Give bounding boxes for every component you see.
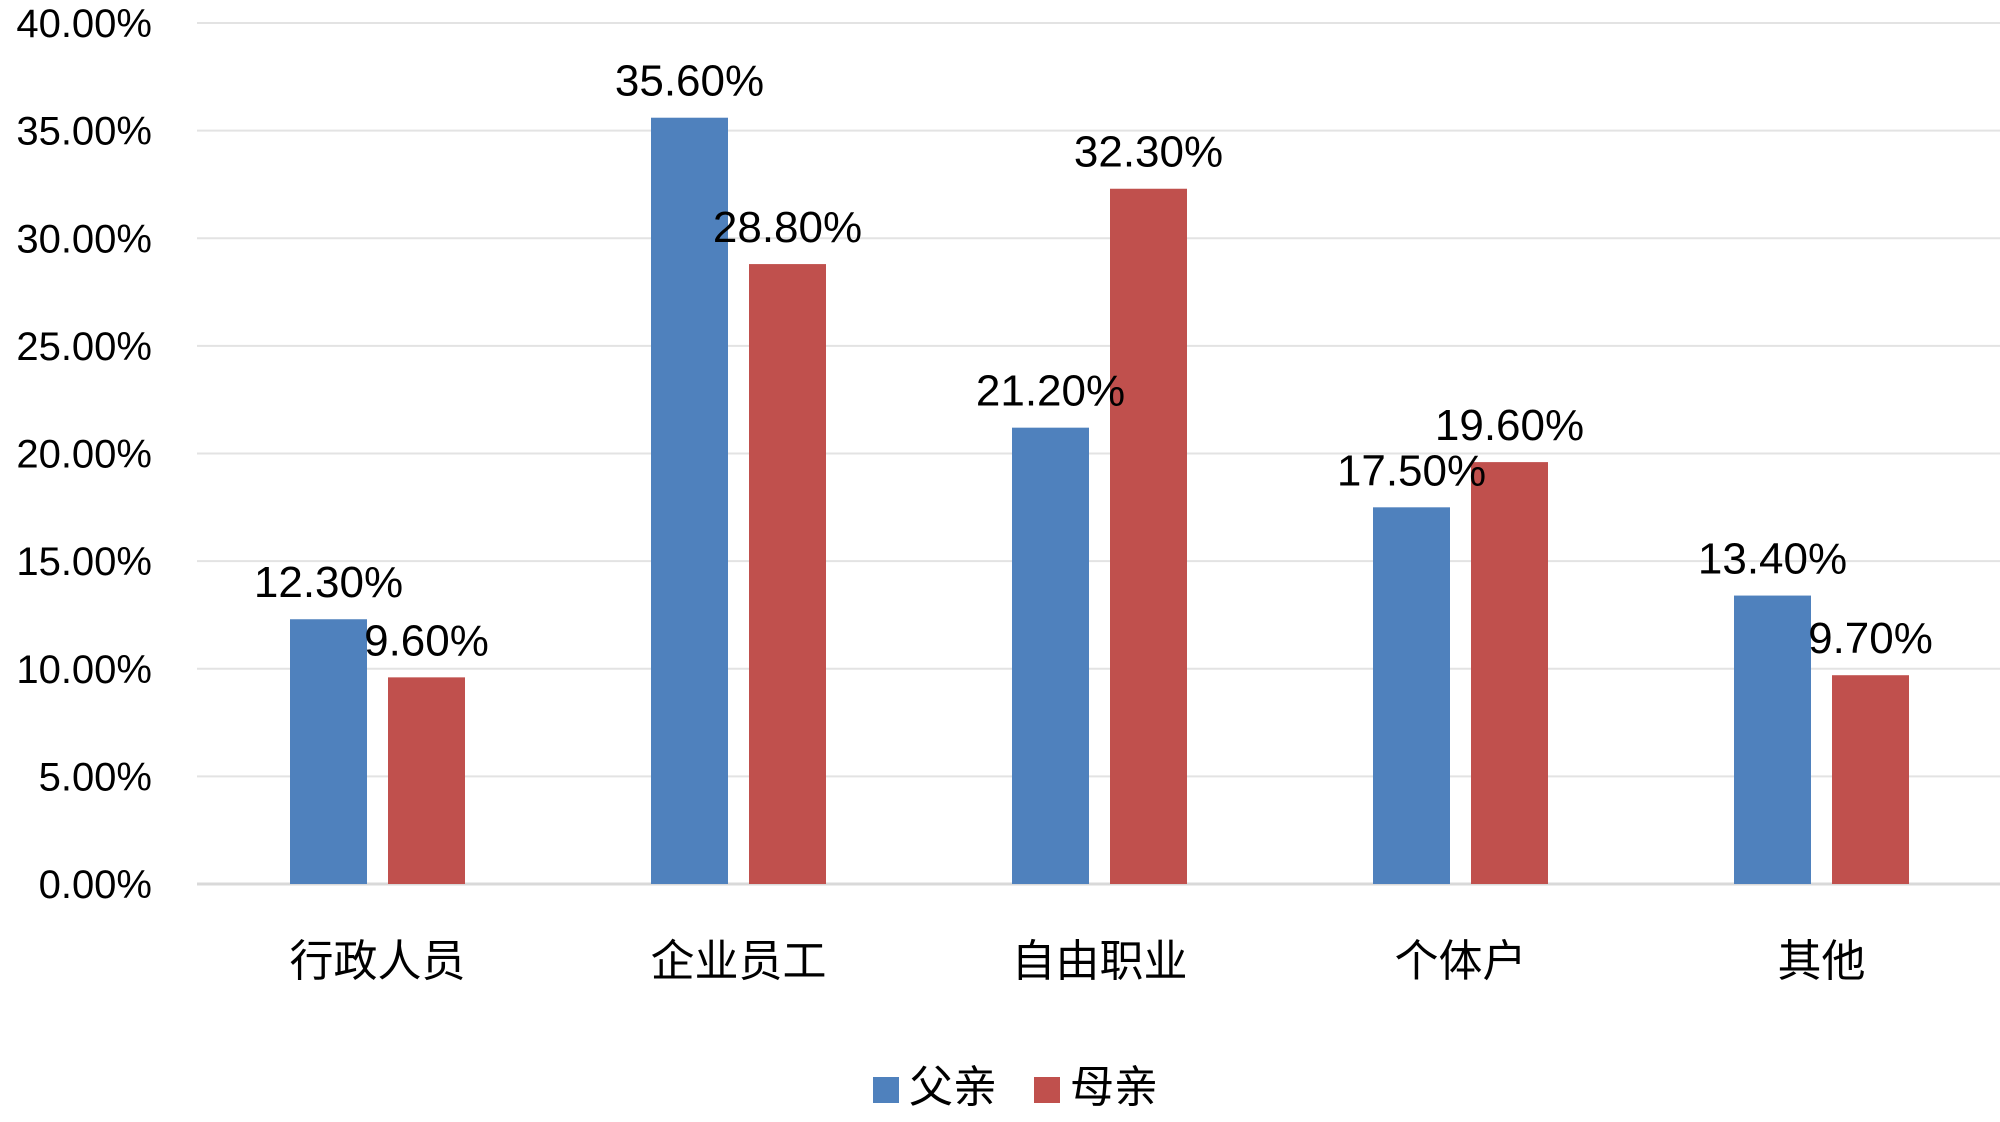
bars — [290, 117, 1909, 885]
bar-father-3 — [1373, 507, 1450, 884]
data-label: 12.30% — [254, 558, 403, 607]
y-tick-label: 25.00% — [16, 325, 152, 369]
y-tick-label: 40.00% — [16, 2, 152, 46]
legend-label-father: 父亲 — [909, 1063, 997, 1112]
data-labels: 12.30% 9.60% 35.60% 28.80% 21.20% 32.30% 17.50… — [254, 57, 1933, 666]
bar-father-2 — [1012, 427, 1089, 884]
data-label: 21.20% — [976, 367, 1125, 416]
category-label: 行政人员 — [290, 937, 466, 986]
y-tick-label: 30.00% — [16, 217, 152, 261]
data-label: 9.60% — [364, 616, 489, 665]
bar-mother-3 — [1471, 462, 1548, 884]
bar-mother-4 — [1832, 675, 1909, 884]
bar-mother-0 — [388, 677, 465, 884]
data-label: 13.40% — [1698, 535, 1847, 584]
bar-father-1 — [651, 117, 728, 884]
y-tick-label: 15.00% — [16, 540, 152, 584]
y-tick-label: 20.00% — [16, 433, 152, 477]
category-label: 个体户 — [1395, 937, 1527, 986]
y-tick-label: 35.00% — [16, 110, 152, 154]
legend-swatch-father — [873, 1077, 899, 1103]
category-label: 自由职业 — [1012, 937, 1188, 986]
y-tick-label: 5.00% — [39, 755, 152, 799]
legend: 父亲 母亲 — [873, 1063, 1158, 1112]
data-label: 17.50% — [1337, 446, 1486, 495]
category-label: 其他 — [1778, 937, 1866, 986]
y-tick-label: 0.00% — [39, 863, 152, 907]
data-label: 19.60% — [1435, 401, 1584, 450]
data-label: 28.80% — [713, 203, 862, 252]
y-axis-ticks: 0.00% 5.00% 10.00% 15.00% 20.00% 25.00% 30.00%… — [16, 2, 152, 907]
x-axis-categories: 行政人员 企业员工 自由职业 个体户 其他 — [290, 937, 1866, 986]
data-label: 35.60% — [615, 57, 764, 106]
gridlines — [197, 22, 2000, 886]
legend-label-mother: 母亲 — [1070, 1063, 1158, 1112]
data-label: 9.70% — [1808, 614, 1933, 663]
data-label: 32.30% — [1074, 128, 1223, 177]
bar-mother-2 — [1110, 188, 1187, 884]
bar-father-4 — [1734, 595, 1811, 884]
legend-swatch-mother — [1034, 1077, 1060, 1103]
bar-father-0 — [290, 619, 367, 884]
y-tick-label: 10.00% — [16, 648, 152, 692]
category-label: 企业员工 — [651, 937, 827, 986]
bar-mother-1 — [749, 264, 826, 885]
